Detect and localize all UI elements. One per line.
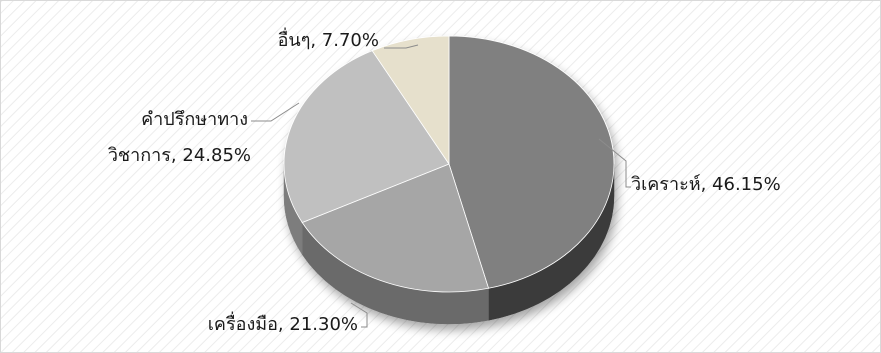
leader-line-1 [598, 138, 631, 188]
leader-lines [251, 44, 631, 328]
pie-group [283, 35, 615, 325]
data-label-2: เครื่องมือ, 21.30% [208, 311, 358, 335]
data-label-1: วิเคราะห์, 46.15% [631, 174, 781, 195]
data-label-3-line-1: คำปรึกษาทาง [141, 109, 248, 130]
leader-line-3 [251, 102, 300, 122]
slice-4 [371, 35, 450, 166]
leader-line-2 [350, 302, 368, 328]
data-labels: วิเคราะห์, 46.15% เครื่องมือ, 21.30% คำปรึ… [108, 27, 781, 335]
leader-line-4 [384, 44, 419, 49]
slice-1 [448, 35, 615, 289]
data-label-3-line-2: วิชาการ, 24.85% [108, 145, 251, 166]
slice-3 [283, 50, 450, 223]
data-label-4: อื่นๆ, 7.70% [278, 27, 379, 51]
slice-2 [301, 163, 490, 293]
